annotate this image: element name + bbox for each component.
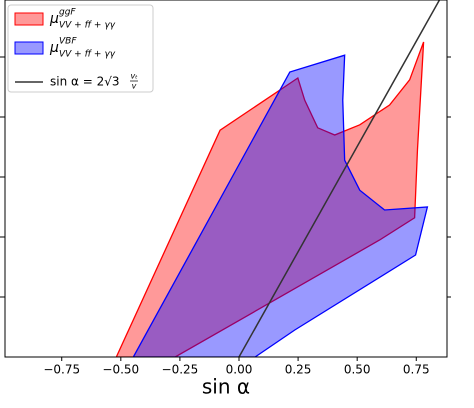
x-tick-label: 0.50 xyxy=(344,363,371,377)
legend-swatch xyxy=(14,41,44,55)
legend-sup: ggF xyxy=(59,8,76,18)
line xyxy=(238,0,441,357)
legend-sub: VV + ff + γγ xyxy=(59,21,116,31)
legend-num: vₜ xyxy=(130,72,138,81)
x-tick-label: 0.25 xyxy=(285,363,312,377)
axes: −0.75 −0.50 −0.25 0.00 0.25 0.50 0.75 xyxy=(0,0,451,377)
region xyxy=(132,54,429,357)
x-tick-label: −0.25 xyxy=(162,363,199,377)
legend-sup: VBF xyxy=(59,37,77,47)
legend-swatch xyxy=(14,12,44,26)
legend-sub: VV + ff + γγ xyxy=(59,50,116,60)
x-tick-label: 0.00 xyxy=(226,363,253,377)
legend-label: sin α = 2√3 xyxy=(50,75,120,89)
legend-label: μ xyxy=(49,11,59,27)
region xyxy=(115,41,425,357)
x-tick-label: 0.75 xyxy=(403,363,430,377)
legend-den: v xyxy=(132,82,137,91)
legend-label: μ xyxy=(49,40,59,56)
plot-area xyxy=(115,0,441,357)
legend-box xyxy=(7,4,154,93)
x-tick-label: −0.75 xyxy=(43,363,80,377)
axes-frame xyxy=(4,0,448,358)
x-axis-label: sin α xyxy=(202,375,250,399)
x-tick-label: −0.50 xyxy=(102,363,139,377)
